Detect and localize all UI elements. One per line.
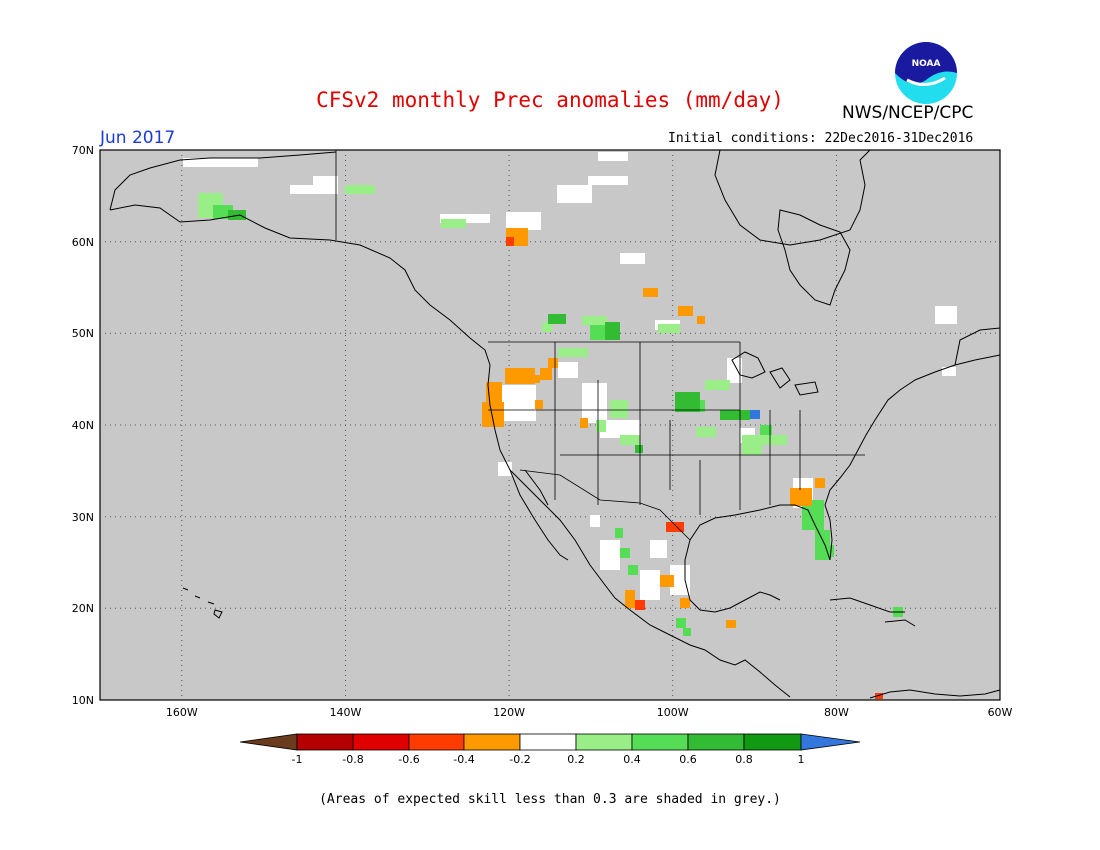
logo-text: NOAA: [912, 59, 941, 69]
lat-label: 10N: [72, 694, 94, 707]
legend-tick: 1: [798, 753, 805, 766]
legend-cell: [800, 733, 861, 751]
lon-label: 120W: [493, 706, 525, 719]
lon-label: 80W: [824, 706, 849, 719]
legend-cell: [519, 733, 577, 751]
legend-tick: 0.6: [679, 753, 697, 766]
legend-cell: [352, 733, 410, 751]
lat-axis-labels: 70N 60N 50N 40N 30N 20N 10N: [72, 144, 94, 707]
legend-cell: [463, 733, 521, 751]
legend-cell: [631, 733, 689, 751]
legend-tick: -0.6: [398, 753, 419, 766]
legend-cell: [239, 733, 298, 751]
legend-cell: [687, 733, 745, 751]
lat-label: 60N: [72, 236, 94, 249]
lat-label: 70N: [72, 144, 94, 157]
forecast-month: Jun 2017: [100, 128, 176, 148]
color-legend: [239, 733, 861, 751]
chart-title: CFSv2 monthly Prec anomalies (mm/day): [316, 88, 784, 112]
lat-label: 20N: [72, 602, 94, 615]
lat-label: 30N: [72, 511, 94, 524]
initial-conditions: Initial conditions: 22Dec2016-31Dec2016: [668, 131, 974, 146]
lon-label: 100W: [657, 706, 689, 719]
legend-tick: -0.4: [453, 753, 474, 766]
borders: [335, 150, 865, 541]
legend-tick: -0.2: [509, 753, 530, 766]
legend-cell: [296, 733, 354, 751]
legend-tick: 0.2: [567, 753, 585, 766]
map-grid: [100, 150, 1000, 700]
noaa-logo: NOAA: [895, 42, 957, 104]
lon-label: 60W: [988, 706, 1013, 719]
legend-cell: [743, 733, 802, 751]
legend-ticks: -1 -0.8 -0.6 -0.4 -0.2 0.2 0.4 0.6 0.8 1: [292, 753, 805, 766]
lon-label: 140W: [330, 706, 362, 719]
skill-footnote: (Areas of expected skill less than 0.3 a…: [319, 792, 781, 807]
lon-axis-labels: 160W 140W 120W 100W 80W 60W: [166, 706, 1013, 719]
legend-tick: 0.8: [735, 753, 753, 766]
coastlines: [109, 149, 1001, 699]
legend-cell: [408, 733, 465, 751]
legend-tick: -1: [292, 753, 303, 766]
legend-tick: -0.8: [342, 753, 363, 766]
lon-label: 160W: [166, 706, 198, 719]
lat-label: 40N: [72, 419, 94, 432]
lat-label: 50N: [72, 327, 94, 340]
legend-cell: [575, 733, 633, 751]
agency-label: NWS/NCEP/CPC: [842, 103, 974, 123]
legend-tick: 0.4: [623, 753, 641, 766]
